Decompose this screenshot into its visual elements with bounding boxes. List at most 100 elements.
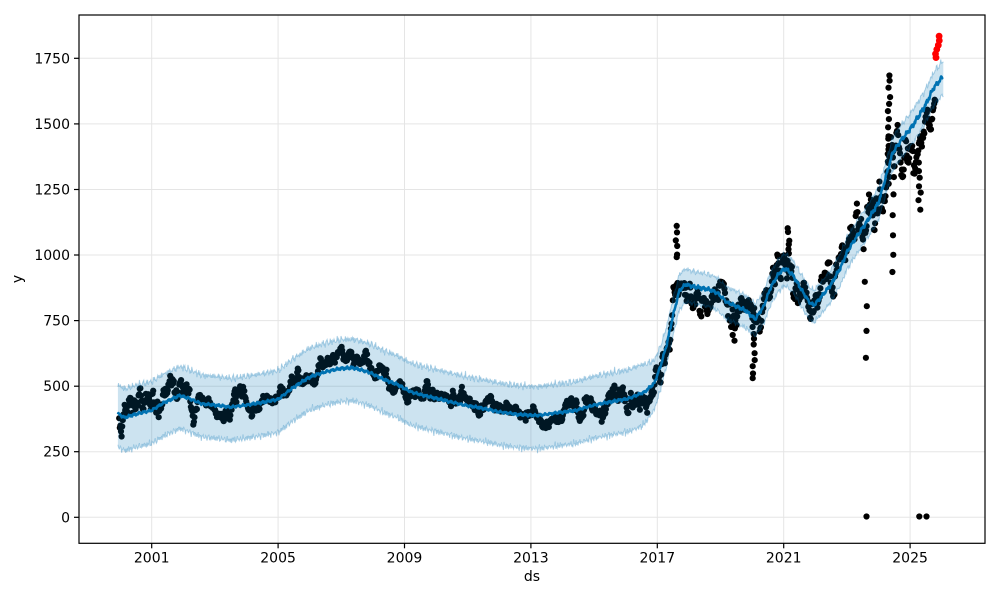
scatter-point [183, 381, 190, 388]
scatter-point [661, 360, 669, 367]
y-tick-label: 500 [43, 379, 70, 395]
axes-border [78, 14, 986, 544]
scatter-point [932, 97, 939, 104]
streak-point [750, 330, 757, 338]
scatter-point [119, 423, 126, 430]
streak-point [730, 317, 737, 324]
scatter-point [458, 383, 465, 390]
scatter-point [636, 406, 644, 413]
plot-border [78, 14, 986, 544]
scatter-point [405, 398, 412, 405]
scatter-point [137, 392, 145, 399]
band-fill [117, 59, 944, 454]
y-tick-label: 0 [61, 510, 70, 526]
streak-point [886, 77, 893, 84]
streak-point [673, 222, 680, 229]
scatter-point [807, 315, 814, 322]
scatter-point [921, 130, 928, 137]
scatter-point [383, 366, 390, 373]
scatter-point [193, 406, 200, 413]
streak-point [861, 278, 868, 285]
streak-point [887, 94, 894, 101]
streak-point [749, 363, 756, 370]
scatter-point [573, 399, 580, 407]
scatter-point [876, 178, 883, 185]
streak-point [784, 225, 791, 232]
scatter-point [897, 159, 904, 166]
scatter-point [137, 385, 144, 392]
scatter-point [859, 236, 867, 243]
anomaly-point [935, 32, 943, 40]
scatter-point [715, 296, 722, 303]
scatter-point [703, 297, 710, 304]
scatter-point [882, 193, 889, 200]
scatter-point [881, 198, 888, 205]
streak-point [785, 246, 792, 253]
scatter-point [650, 389, 658, 396]
x-tick-label: 2009 [387, 551, 423, 567]
streak-point [751, 357, 758, 364]
scatter-point [697, 308, 704, 315]
scatter-point [720, 280, 727, 288]
scatter-point [241, 387, 248, 395]
scatter-point [331, 359, 338, 366]
y-tick-label: 1750 [34, 51, 70, 67]
streak-point [884, 108, 892, 115]
scatter-point [927, 126, 935, 133]
streak-point [862, 354, 870, 361]
streak-point [915, 183, 923, 190]
x-axis-label: ds [524, 569, 540, 585]
scatter-point [802, 284, 809, 291]
scatter-point [900, 166, 907, 173]
scatter-point [871, 227, 878, 234]
scatter-point [619, 384, 627, 391]
scatter-point [117, 428, 125, 435]
scatter-point [170, 378, 177, 385]
scatter-point [186, 386, 193, 393]
streak-point [674, 242, 681, 250]
scatter-point [698, 313, 705, 320]
scatter-point [424, 381, 431, 388]
x-tick-label: 2013 [513, 551, 549, 567]
scatter-point [669, 297, 676, 304]
scatter-point [839, 242, 846, 249]
scatter-point [900, 173, 907, 180]
scatter-point [827, 273, 834, 280]
streak-point [786, 237, 793, 244]
scatter-point [118, 433, 125, 440]
streak-point [884, 150, 891, 158]
y-tick-label: 1000 [34, 248, 70, 264]
streak-point [917, 189, 924, 196]
scatter-point [906, 155, 913, 162]
scatter-point [178, 377, 185, 384]
streak-point [750, 341, 757, 348]
forecast-line [116, 75, 944, 420]
scatter-point [190, 418, 197, 425]
scatter-point [625, 409, 632, 417]
x-tick-label: 2021 [766, 551, 802, 567]
zero-outlier-point [916, 513, 923, 520]
anomaly-points [932, 32, 943, 61]
streak-point [915, 159, 922, 166]
streak-point [915, 168, 923, 175]
scatter-point [758, 317, 765, 324]
scatter-point [826, 259, 833, 266]
scatter-point [366, 359, 373, 366]
scatter-point [924, 106, 931, 113]
streak-point [750, 335, 758, 342]
scatter-point [918, 143, 926, 150]
scatter-point [447, 403, 455, 410]
y-tick-label: 750 [43, 314, 70, 330]
scatter-point [429, 386, 436, 393]
streak-point [916, 174, 923, 181]
scatter-point [721, 289, 729, 297]
band-lower-edge [117, 93, 944, 454]
scatter-point [295, 367, 302, 374]
scatter-point [817, 285, 824, 292]
x-tick-label: 2005 [260, 551, 296, 567]
scatter-point [666, 346, 673, 353]
scatter-point [896, 150, 904, 157]
scatter-point [227, 412, 234, 419]
y-axis: 0 250 500 750 1000 1250 1500 1750 [34, 51, 79, 526]
